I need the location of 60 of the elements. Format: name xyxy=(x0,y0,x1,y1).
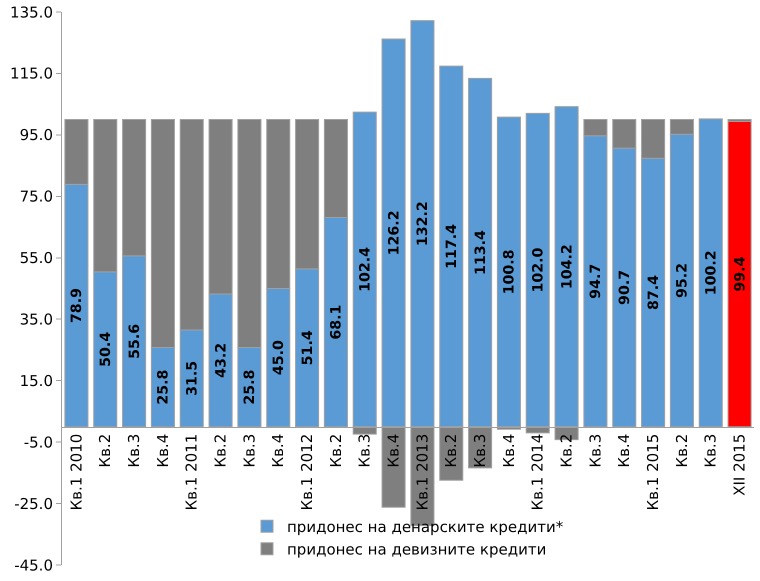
data-label: 55.6 xyxy=(126,324,143,359)
data-label: 25.8 xyxy=(242,369,258,405)
x-tick-label: Кв.3 xyxy=(124,434,143,468)
x-tick-label: Кв.2 xyxy=(442,434,460,468)
data-label: 90.7 xyxy=(616,270,633,305)
data-label: 50.4 xyxy=(98,332,114,367)
data-label: 51.4 xyxy=(300,330,316,366)
y-tick-label: 75.0 xyxy=(20,188,53,206)
x-tick-label: Кв.3 xyxy=(470,434,489,468)
y-tick-label: 115.0 xyxy=(10,64,53,83)
x-tick-label: Кв.2 xyxy=(211,434,230,468)
y-tick-label: -5.0 xyxy=(24,433,53,452)
data-label: 132.2 xyxy=(415,201,432,246)
x-tick-label: Кв.3 xyxy=(586,434,604,468)
data-label: 95.2 xyxy=(674,262,691,298)
x-tick-label: Кв.4 xyxy=(500,434,518,468)
legend-label: придонес на денарските кредити* xyxy=(287,518,564,536)
legend-label: придонес на девизните кредити xyxy=(287,540,546,559)
data-label: 100.2 xyxy=(703,250,720,296)
x-tick-label: Кв.3 xyxy=(240,434,258,468)
data-label: 31.5 xyxy=(184,360,200,396)
x-tick-label: Кв.1 2010 xyxy=(67,434,86,510)
data-label: 78.9 xyxy=(69,288,86,324)
data-label: 68.1 xyxy=(328,304,345,340)
y-tick-label: 95.0 xyxy=(20,126,53,144)
x-tick-label: Кв.4 xyxy=(269,434,288,468)
data-label: 99.4 xyxy=(732,256,748,292)
data-label: 113.4 xyxy=(472,230,489,276)
data-label: 45.0 xyxy=(270,340,287,376)
x-tick-label: Кв.2 xyxy=(326,434,345,468)
x-tick-label: Кв.3 xyxy=(356,434,374,468)
data-label: 100.8 xyxy=(502,249,518,294)
x-tick-label: Кв.3 xyxy=(702,434,720,468)
x-tick-label: Кв.1 2013 xyxy=(413,434,432,510)
x-tick-label: XII 2015 xyxy=(730,434,748,496)
y-tick-label: -25.0 xyxy=(14,494,53,513)
x-tick-label: Кв.2 xyxy=(96,434,114,468)
y-tick-label: 55.0 xyxy=(20,249,53,268)
x-tick-label: Кв.1 2015 xyxy=(644,434,662,510)
y-tick-label: 135.0 xyxy=(10,3,53,22)
x-tick-label: Кв.1 2012 xyxy=(298,434,316,510)
x-tick-label: Кв.4 xyxy=(384,434,402,468)
x-tick-label: Кв.4 xyxy=(615,434,634,468)
data-label: 102.0 xyxy=(530,247,546,293)
x-tick-label: Кв.1 2014 xyxy=(528,434,547,510)
y-tick-label: 35.0 xyxy=(20,310,53,328)
data-label: 102.4 xyxy=(357,246,374,292)
data-label: 126.2 xyxy=(386,210,402,256)
data-label: 87.4 xyxy=(646,274,662,310)
data-label: 43.2 xyxy=(213,342,230,378)
x-tick-label: Кв.2 xyxy=(557,434,576,468)
data-label: 25.8 xyxy=(156,369,172,405)
x-tick-label: Кв.4 xyxy=(154,434,172,468)
x-tick-label: Кв.1 2011 xyxy=(182,434,201,510)
data-label: 117.4 xyxy=(444,224,460,269)
y-tick-label: 15.0 xyxy=(20,372,53,390)
x-tick-label: Кв.2 xyxy=(672,434,691,468)
y-tick-label: -45.0 xyxy=(14,556,53,574)
data-label: 104.2 xyxy=(559,244,576,290)
data-label: 94.7 xyxy=(588,264,604,299)
